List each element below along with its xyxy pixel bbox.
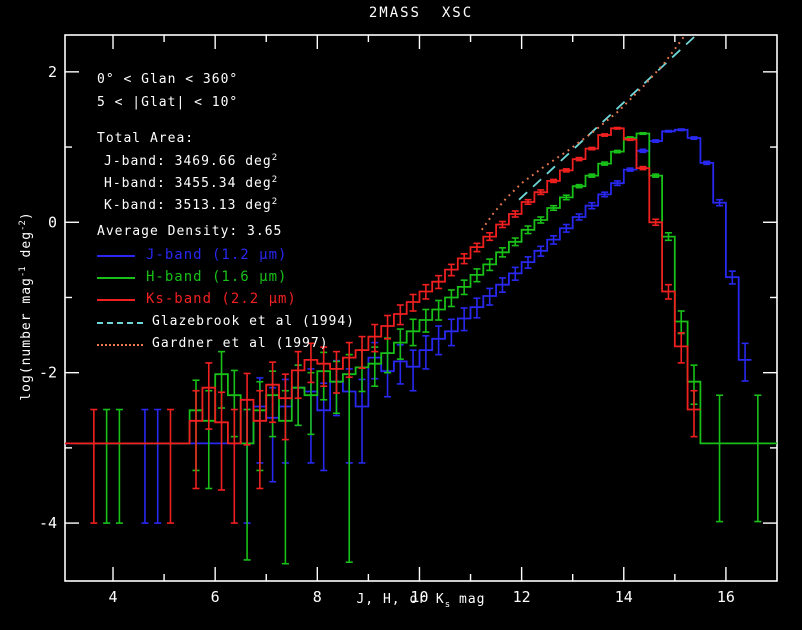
legend-item-j-band: J-band (1.2 μm) [146, 247, 288, 263]
glon-range-annotation: 0° < Glan < 360° [97, 72, 239, 87]
average-density-annotation: Average Density: 3.65 [97, 224, 283, 239]
x-axis-label: J, H, or Ks mag [356, 592, 486, 610]
total-area-k-band: K-band: 3513.13 deg2 [104, 197, 278, 213]
svg-text:4: 4 [108, 588, 117, 606]
svg-text:10: 10 [410, 588, 428, 606]
svg-text:-2: -2 [39, 364, 57, 382]
legend-item-gardner: Gardner et al (1997) [152, 336, 329, 351]
svg-text:-4: -4 [39, 514, 57, 532]
j-band-line-swatch [97, 255, 135, 257]
svg-text:6: 6 [211, 588, 220, 606]
h-band-line-swatch [97, 277, 135, 279]
legend-item-ks-band: Ks-band (2.2 μm) [146, 291, 297, 307]
legend-item-h-band: H-band (1.6 μm) [146, 269, 288, 285]
plot-title: 2MASS XSC [368, 5, 474, 21]
svg-text:0: 0 [48, 213, 57, 231]
svg-text:8: 8 [313, 588, 322, 606]
glazebrook-line-swatch [97, 322, 143, 324]
svg-text:16: 16 [717, 588, 735, 606]
svg-text:12: 12 [513, 588, 531, 606]
gardner-line-swatch [97, 344, 143, 346]
y-axis-label: log(number mag-1 deg-2) [18, 211, 34, 401]
total-area-j-band: J-band: 3469.66 deg2 [104, 153, 278, 169]
total-area-heading: Total Area: [97, 131, 195, 146]
total-area-h-band: H-band: 3455.34 deg2 [104, 175, 278, 191]
ks-band-line-swatch [97, 299, 135, 301]
glat-range-annotation: 5 < |Glat| < 10° [97, 95, 239, 110]
svg-text:14: 14 [615, 588, 633, 606]
svg-text:2: 2 [48, 63, 57, 81]
legend-item-glazebrook: Glazebrook et al (1994) [152, 314, 356, 329]
